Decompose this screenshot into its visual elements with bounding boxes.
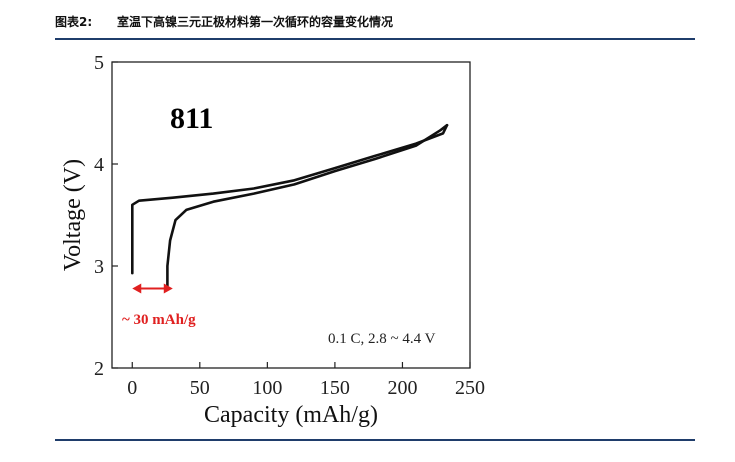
capacity-loss-label: ~ 30 mAh/g: [122, 312, 196, 328]
figure-number: 图表2:: [55, 15, 93, 29]
x-axis-title: Capacity (mAh/g): [204, 402, 378, 428]
model-label: 811: [170, 102, 213, 135]
figure-caption: 室温下高镍三元正极材料第一次循环的容量变化情况: [117, 15, 394, 29]
y-tick-label: 4: [94, 154, 104, 176]
charge-curve: [131, 123, 449, 275]
y-tick-label: 3: [94, 256, 104, 278]
y-tick-label: 2: [94, 358, 104, 380]
plot-frame: [111, 61, 471, 369]
conditions-label: 0.1 C, 2.8 ~ 4.4 V: [328, 331, 436, 347]
y-axis-title: Voltage (V): [60, 159, 86, 271]
x-tick-label: 100: [252, 377, 282, 399]
figure-header: 图表2: 室温下高镍三元正极材料第一次循环的容量变化情况: [55, 13, 695, 35]
y-tick-label: 5: [94, 52, 104, 74]
x-tick-label: 50: [190, 377, 210, 399]
bottom-rule: [55, 439, 695, 441]
top-rule: [55, 38, 695, 40]
arrow-head-left: [132, 283, 142, 294]
x-tick-label: 250: [455, 377, 485, 399]
arrow-head-right: [163, 283, 173, 294]
x-tick-label: 150: [320, 377, 350, 399]
discharge-curve: [166, 123, 449, 288]
x-tick-label: 0: [127, 377, 137, 399]
x-tick-label: 200: [387, 377, 417, 399]
